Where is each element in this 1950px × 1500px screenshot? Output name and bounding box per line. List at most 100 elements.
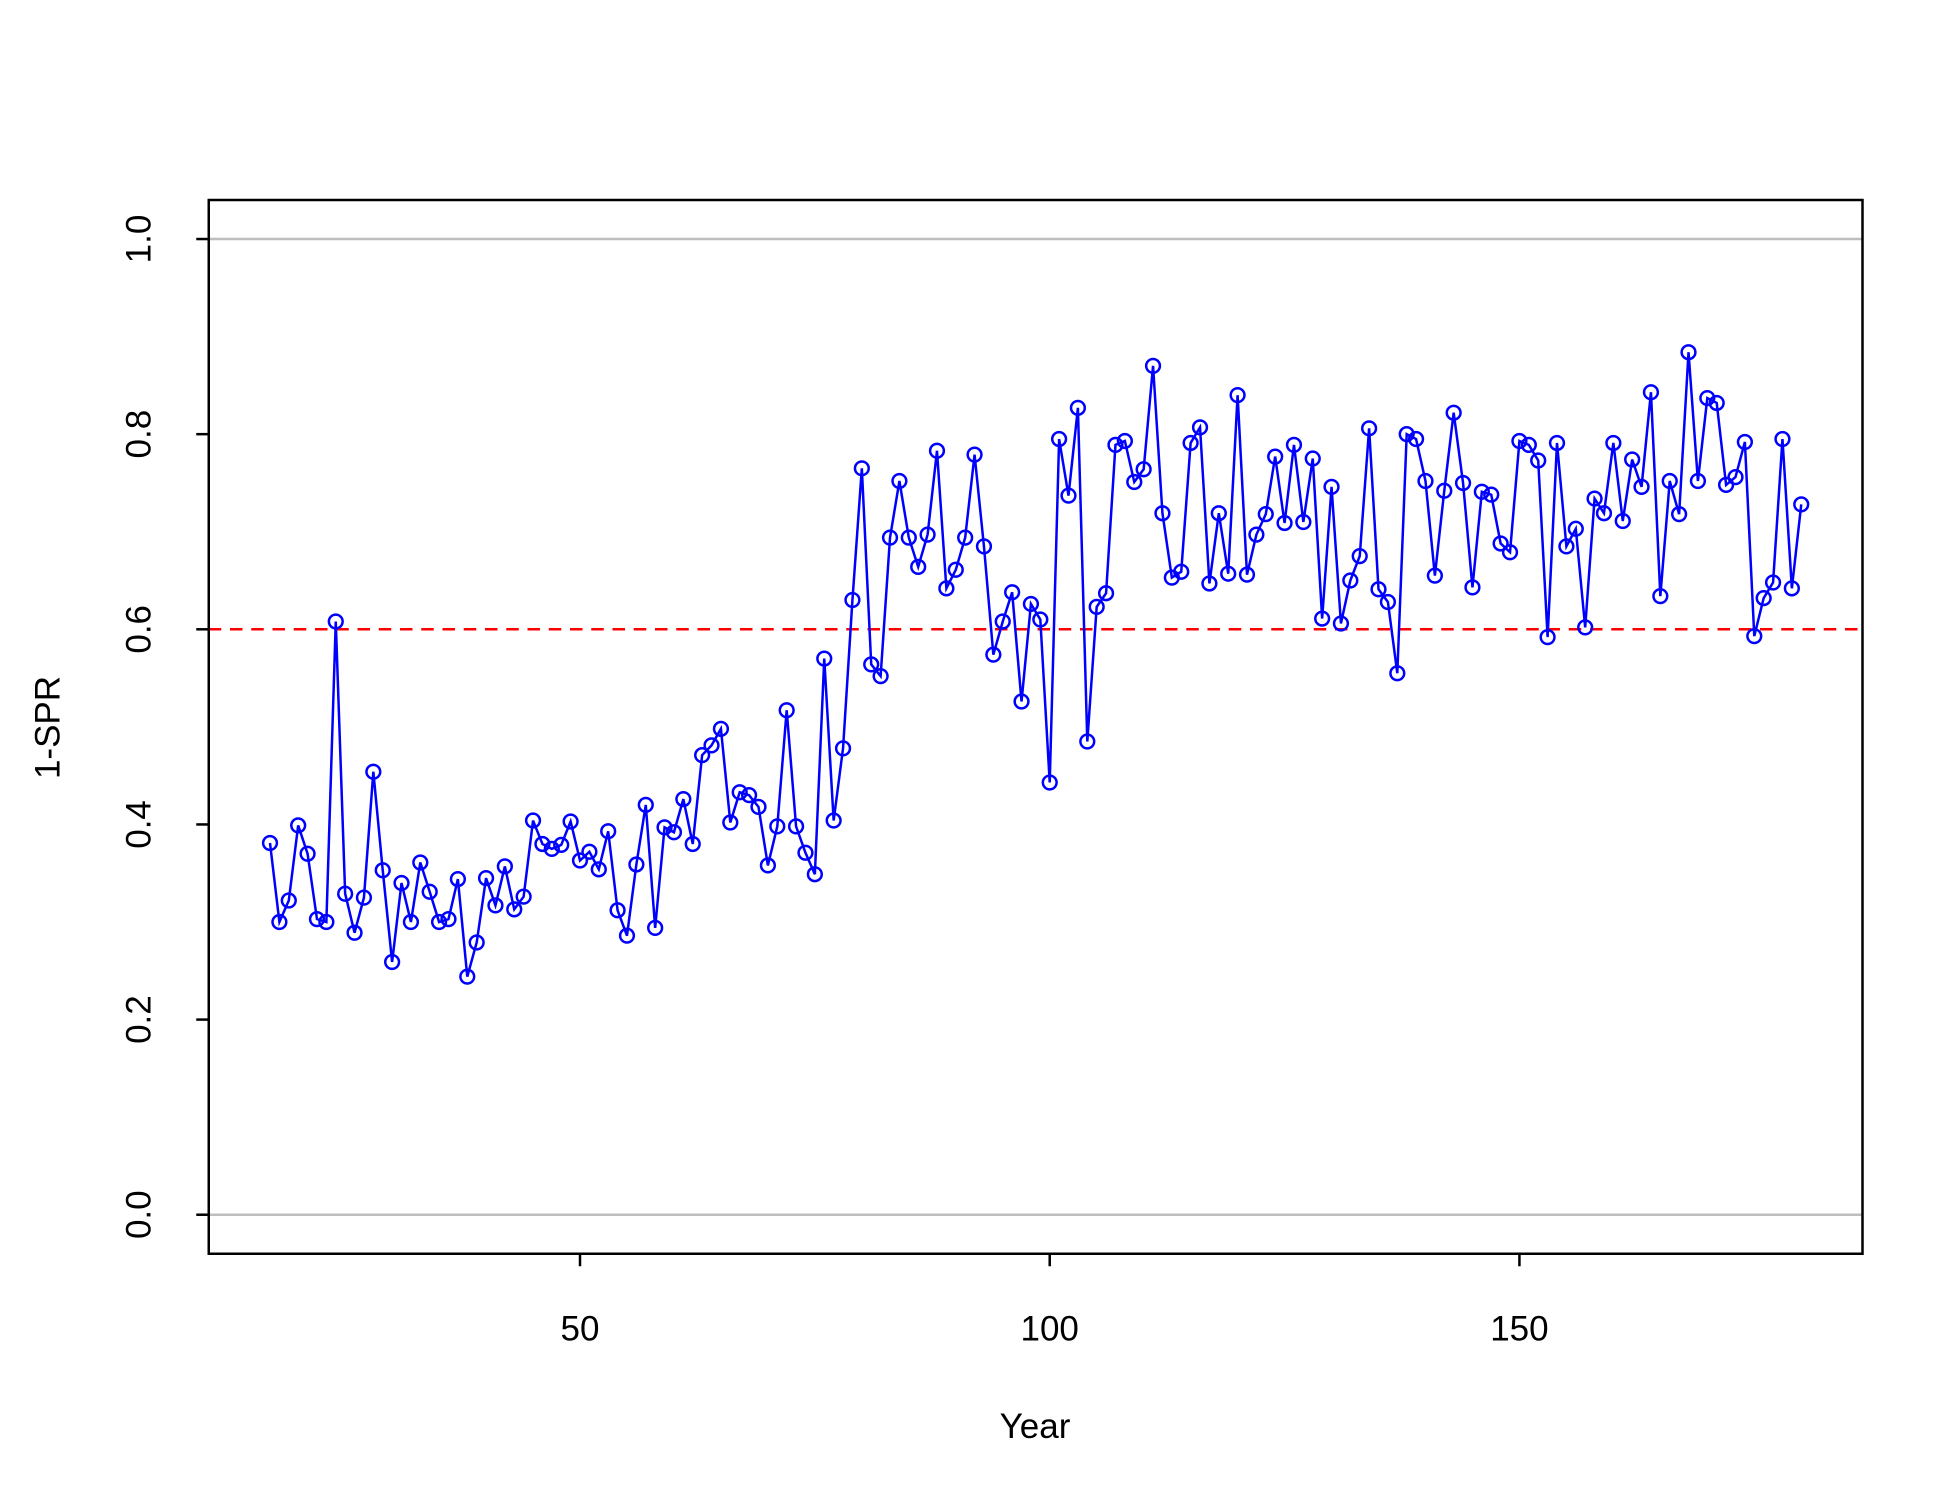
data-point bbox=[1050, 430, 1068, 448]
data-point bbox=[656, 819, 673, 836]
data-point bbox=[1304, 450, 1321, 467]
data-point bbox=[1229, 387, 1246, 404]
data-point bbox=[731, 784, 748, 801]
data-point bbox=[1116, 432, 1133, 450]
data-point bbox=[543, 840, 560, 857]
data-point bbox=[1022, 595, 1040, 613]
data-point bbox=[1652, 588, 1669, 605]
data-point bbox=[534, 835, 551, 853]
data-point bbox=[1548, 434, 1566, 452]
data-point bbox=[1191, 419, 1209, 436]
data-point bbox=[1238, 566, 1256, 583]
data-point bbox=[994, 613, 1011, 630]
series-line bbox=[268, 352, 1803, 977]
data-point bbox=[1530, 452, 1547, 469]
data-point bbox=[1774, 430, 1791, 448]
data-point bbox=[618, 927, 636, 944]
data-point bbox=[468, 934, 485, 951]
data-point bbox=[910, 558, 927, 575]
data-point bbox=[881, 529, 899, 546]
y-tick-label: 0.4 bbox=[120, 800, 159, 849]
data-point bbox=[1182, 434, 1199, 452]
data-point bbox=[1764, 574, 1782, 591]
data-point bbox=[1642, 384, 1660, 401]
data-point bbox=[769, 818, 786, 835]
data-point bbox=[985, 646, 1002, 663]
data-point bbox=[1520, 436, 1537, 454]
data-point bbox=[1314, 610, 1331, 627]
y-tick-label: 0.6 bbox=[120, 605, 159, 654]
data-point bbox=[1173, 563, 1190, 580]
data-point bbox=[271, 913, 288, 931]
data-point bbox=[1013, 693, 1030, 710]
data-point bbox=[1605, 434, 1622, 452]
data-point bbox=[1032, 611, 1049, 628]
data-point bbox=[515, 888, 532, 905]
data-point bbox=[1201, 575, 1218, 592]
data-point bbox=[318, 913, 335, 931]
data-point bbox=[816, 650, 833, 667]
data-point bbox=[1492, 535, 1509, 552]
data-point bbox=[825, 812, 842, 829]
data-point bbox=[1407, 430, 1425, 448]
data-point bbox=[957, 529, 974, 546]
data-point bbox=[1501, 544, 1519, 561]
data-point bbox=[675, 790, 692, 808]
data-point bbox=[590, 861, 607, 878]
data-point bbox=[1126, 473, 1143, 491]
data-point bbox=[487, 897, 504, 914]
data-point bbox=[853, 460, 870, 477]
data-point bbox=[966, 446, 983, 463]
data-point bbox=[712, 720, 730, 737]
data-point bbox=[1577, 619, 1594, 636]
data-point bbox=[1736, 433, 1754, 451]
data-point bbox=[1107, 436, 1124, 454]
plot-frame bbox=[207, 198, 1864, 1255]
data-point bbox=[383, 953, 401, 971]
data-point bbox=[947, 561, 964, 578]
data-point bbox=[430, 913, 448, 931]
data-point bbox=[1511, 432, 1528, 450]
data-point bbox=[1661, 472, 1678, 490]
data-point bbox=[280, 892, 297, 909]
data-point bbox=[1398, 426, 1415, 443]
data-point bbox=[1144, 357, 1162, 374]
data-point bbox=[740, 787, 758, 804]
data-point bbox=[872, 668, 889, 685]
x-tick-label: 100 bbox=[1021, 1310, 1079, 1349]
y-axis-title: 1-SPR bbox=[28, 676, 67, 779]
y-tick-label: 1.0 bbox=[120, 215, 159, 264]
data-point bbox=[1135, 461, 1152, 478]
data-point bbox=[1417, 472, 1434, 490]
data-point bbox=[1220, 565, 1237, 582]
data-point bbox=[1671, 506, 1688, 523]
data-point bbox=[928, 442, 946, 459]
data-point bbox=[1097, 585, 1115, 602]
data-point bbox=[477, 869, 495, 887]
data-point bbox=[1332, 615, 1350, 632]
data-point bbox=[449, 870, 467, 888]
data-point bbox=[1389, 665, 1406, 682]
data-point bbox=[938, 580, 955, 597]
data-point bbox=[1614, 512, 1631, 530]
data-point bbox=[261, 834, 279, 852]
data-point bbox=[1379, 593, 1397, 611]
data-point bbox=[402, 913, 420, 931]
data-point bbox=[722, 814, 739, 831]
data-point bbox=[308, 910, 326, 928]
data-point bbox=[806, 866, 823, 883]
data-point bbox=[421, 883, 438, 900]
data-point bbox=[1727, 468, 1744, 486]
data-point bbox=[834, 740, 852, 757]
data-point bbox=[1699, 389, 1716, 407]
data-point bbox=[900, 529, 917, 546]
data-point bbox=[1558, 538, 1575, 555]
data-point bbox=[750, 798, 767, 816]
data-point bbox=[440, 910, 457, 928]
data-point bbox=[759, 857, 777, 874]
data-point bbox=[1483, 486, 1500, 503]
data-point bbox=[1004, 584, 1021, 601]
data-point bbox=[609, 902, 626, 919]
data-point bbox=[1567, 520, 1584, 537]
